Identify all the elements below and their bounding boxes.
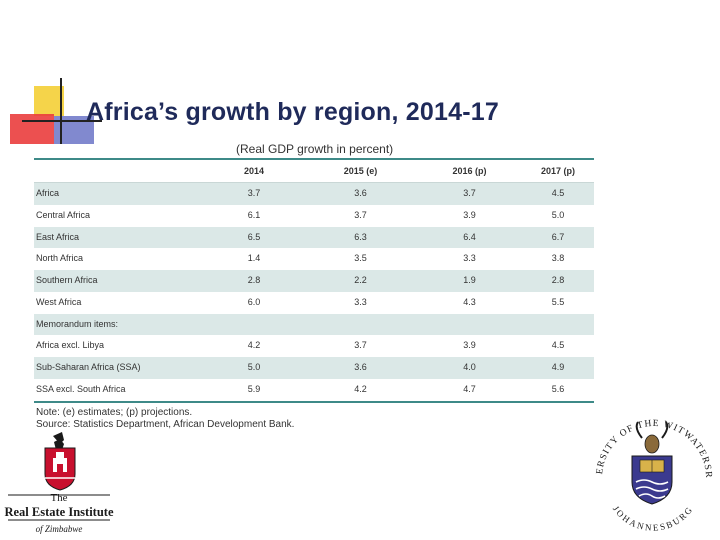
table-cell: 3.3 [463,253,476,264]
table-cell: 5.5 [551,296,565,307]
table-cell: 3.7 [354,340,367,351]
table-cell: 3.7 [417,183,522,205]
row-label: Memorandum items: [34,313,204,336]
table-cell: 6.5 [204,226,304,249]
reiz-crest-icon [44,432,76,491]
slide-title: Africa’s growth by region, 2014-17 [86,98,499,126]
table-note: Note: (e) estimates; (p) projections. [36,406,193,418]
table-cell: 2.2 [304,270,417,292]
table-cell: 4.2 [354,383,367,394]
table-cell: 6.3 [304,226,417,249]
table-cell [417,313,522,336]
column-header-label [34,160,204,183]
decor-yellow-square [34,86,64,116]
table-cell: 5.9 [247,383,261,394]
table-cell: 4.5 [551,340,565,351]
table-cell: 3.9 [463,209,476,220]
table-cell: 1.9 [417,270,522,292]
table-cell: 4.0 [417,357,522,379]
table-cell: 3.6 [304,357,417,379]
row-label: Central Africa [36,209,91,220]
row-label: West Africa [36,296,82,307]
column-header: 2014 [204,160,304,183]
table-notes: Note: (e) estimates; (p) projections. So… [34,407,594,431]
table-cell [522,313,594,336]
row-label: Sub-Saharan Africa (SSA) [34,357,204,379]
table-cell: 6.4 [417,226,522,249]
table-cell: 4.7 [463,383,476,394]
decor-horizontal-line [22,120,102,122]
column-header: 2016 (p) [417,160,522,183]
table-cell: 6.0 [247,296,261,307]
table-cell: 3.3 [354,296,367,307]
table-source: Source: Statistics Department, African D… [36,418,295,430]
table-cell: 6.1 [247,209,261,220]
table-top-rule [34,158,594,160]
row-label: Southern Africa [34,270,204,292]
table-cell: 1.4 [247,253,261,264]
table-cell: 3.7 [204,183,304,205]
table-cell: 4.5 [522,183,594,205]
table-cell: 4.9 [522,357,594,379]
table-subtitle: (Real GDP growth in percent) [236,142,394,156]
table-cell: 3.6 [304,183,417,205]
table-cell: 4.3 [463,296,476,307]
gdp-table: 2014 2015 (e) 2016 (p) 2017 (p) Africa 3.7 3.6… [34,160,594,401]
row-label: East Africa [34,226,204,249]
wits-arc-bottom: JOHANNESBURG [611,504,695,533]
table-cell: 6.7 [522,226,594,249]
decor-vertical-line [60,78,62,144]
table-bottom-rule [34,400,594,403]
row-label: Africa [34,183,204,205]
table-cell: 5.6 [551,383,565,394]
row-label: Africa excl. Libya [36,340,105,351]
table-cell [304,313,417,336]
table-cell: 5.0 [551,209,565,220]
table-cell: 2.8 [522,270,594,292]
gdp-table-panel: (Real GDP growth in percent) 2014 2015 (e… [34,142,594,431]
table-cell: 3.5 [354,253,367,264]
wits-logo: UNIVERSITY OF THE WITWATERSRAND JOHANNES… [588,400,712,533]
table-cell: 3.9 [463,340,476,351]
table-cell: 2.8 [204,270,304,292]
table-cell: 5.0 [204,357,304,379]
reiz-line2: Real Estate Institute [4,505,113,519]
table-cell: 3.8 [551,253,565,264]
decor-red-square [10,114,54,144]
column-header: 2017 (p) [522,160,594,183]
table-cell: 3.7 [354,209,367,220]
column-header: 2015 (e) [304,160,417,183]
reiz-logo: The Real Estate Institute of Zimbabwe [4,432,114,534]
row-label: SSA excl. South Africa [36,383,126,394]
reiz-line1: The [50,492,67,504]
reiz-line3: of Zimbabwe [36,524,83,534]
row-label: North Africa [36,253,84,264]
table-cell [204,313,304,336]
wits-crest-icon [631,421,673,505]
table-cell: 4.2 [247,340,261,351]
